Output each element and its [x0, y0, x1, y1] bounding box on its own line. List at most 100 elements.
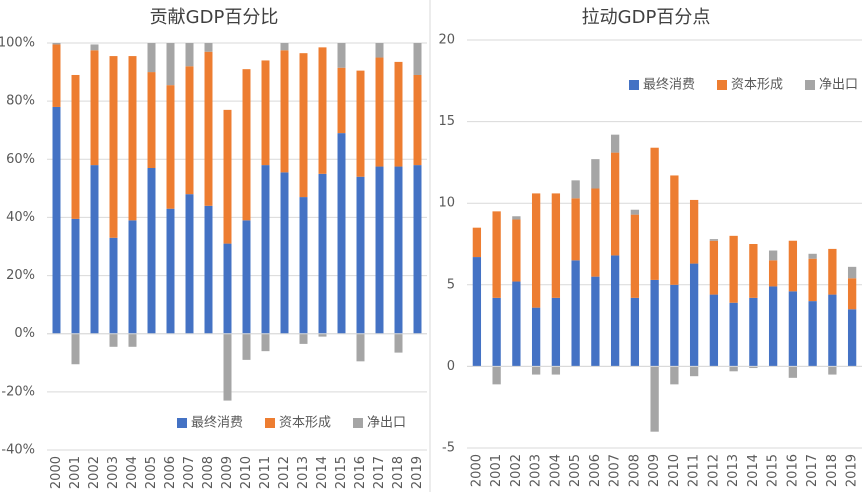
y-tick-label: 100% — [0, 36, 35, 51]
legend-swatch — [177, 418, 187, 428]
x-tick-label: 2004 — [125, 456, 140, 489]
bar-segment — [280, 50, 289, 173]
bar-segment — [71, 218, 80, 334]
x-tick-label: 2010 — [239, 456, 254, 489]
x-tick-label: 2014 — [315, 456, 330, 489]
x-tick-label: 2008 — [627, 454, 642, 487]
bar-segment — [650, 279, 659, 367]
x-tick-label: 2005 — [144, 456, 159, 489]
bar-segment — [128, 333, 137, 347]
y-tick-label: 0 — [447, 359, 455, 374]
bar-segment — [242, 69, 251, 221]
bar-segment — [610, 134, 620, 153]
x-tick-label: 2006 — [163, 456, 178, 489]
x-tick-label: 2010 — [667, 454, 682, 487]
bar-segment — [204, 51, 213, 206]
bar-segment — [375, 57, 384, 167]
bar-segment — [375, 43, 384, 58]
x-tick-label: 2011 — [687, 454, 702, 487]
y-tick-label: 10 — [438, 196, 455, 211]
bar-segment — [318, 333, 327, 337]
x-tick-label: 2005 — [568, 454, 583, 487]
bar-segment — [375, 166, 384, 334]
x-tick-label: 2011 — [258, 456, 273, 489]
y-tick-label: 0% — [14, 326, 35, 341]
y-tick-label: 60% — [6, 152, 35, 167]
x-tick-label: 2002 — [87, 456, 102, 489]
x-tick-label: 2003 — [106, 456, 121, 489]
y-tick-label: 80% — [6, 94, 35, 109]
bar-segment — [109, 237, 118, 334]
bar-segment — [492, 211, 501, 298]
y-tick-label: 40% — [6, 210, 35, 225]
x-tick-label: 2007 — [182, 456, 197, 489]
x-tick-label: 2019 — [845, 454, 860, 487]
legend-label: 最终消费 — [643, 77, 695, 93]
y-tick-label: -40% — [1, 443, 35, 458]
bar-segment — [90, 44, 99, 51]
bar-segment — [166, 43, 175, 86]
legend-label: 净出口 — [367, 416, 406, 431]
bar-segment — [280, 172, 289, 334]
bar-segment — [828, 366, 837, 375]
x-tick-label: 2017 — [372, 456, 387, 489]
bar-segment — [729, 366, 738, 372]
x-tick-label: 2018 — [825, 454, 840, 487]
bar-segment — [394, 61, 403, 167]
x-tick-label: 2016 — [785, 454, 800, 487]
x-tick-label: 2001 — [68, 456, 83, 489]
x-tick-label: 2012 — [277, 456, 292, 489]
bar-segment — [472, 257, 482, 367]
bar-segment — [71, 333, 80, 365]
bar-segment — [768, 286, 778, 367]
bar-segment — [394, 333, 403, 353]
x-tick-label: 2013 — [296, 456, 311, 489]
bar-segment — [204, 205, 213, 334]
bar-segment — [71, 74, 80, 219]
bar-segment — [749, 297, 758, 367]
bar-segment — [299, 53, 308, 198]
x-tick-label: 2001 — [489, 454, 504, 487]
x-tick-label: 2000 — [49, 456, 64, 489]
bar-segment — [299, 333, 308, 344]
bar-segment — [147, 43, 156, 73]
bar-segment — [128, 56, 137, 221]
bar-segment — [356, 176, 365, 334]
bar-segment — [828, 248, 837, 295]
bar-segment — [52, 44, 61, 107]
bar-segment — [166, 85, 175, 209]
chart-title: 贡献GDP百分比 — [150, 7, 279, 28]
bar-segment — [223, 333, 232, 401]
bar-segment — [299, 197, 308, 334]
bar-segment — [356, 333, 365, 362]
x-tick-label: 2009 — [220, 456, 235, 489]
bar-segment — [788, 291, 798, 367]
x-tick-label: 2008 — [201, 456, 216, 489]
bar-segment — [670, 284, 679, 367]
bar-segment — [788, 240, 798, 292]
legend-label: 资本形成 — [731, 78, 783, 93]
x-tick-label: 2012 — [706, 454, 721, 487]
bar-segment — [729, 302, 738, 367]
bar-segment — [709, 294, 719, 367]
bar-segment — [492, 297, 501, 367]
x-tick-label: 2007 — [608, 454, 623, 487]
bar-segment — [261, 165, 270, 334]
bar-segment — [223, 243, 232, 334]
bar-segment — [591, 276, 600, 367]
bar-segment — [709, 240, 719, 295]
bar-segment — [768, 250, 778, 261]
bar-segment — [571, 198, 580, 261]
bar-segment — [128, 220, 137, 334]
y-tick-label: 15 — [438, 114, 455, 129]
bar-segment — [109, 333, 118, 347]
y-tick-label: 5 — [447, 277, 455, 292]
bar-segment — [337, 67, 346, 134]
bar-segment — [204, 43, 213, 52]
bar-segment — [413, 74, 422, 166]
bar-segment — [166, 208, 175, 334]
x-tick-label: 2006 — [588, 454, 603, 487]
x-tick-label: 2002 — [509, 454, 524, 487]
y-tick-label: 20% — [6, 268, 35, 283]
